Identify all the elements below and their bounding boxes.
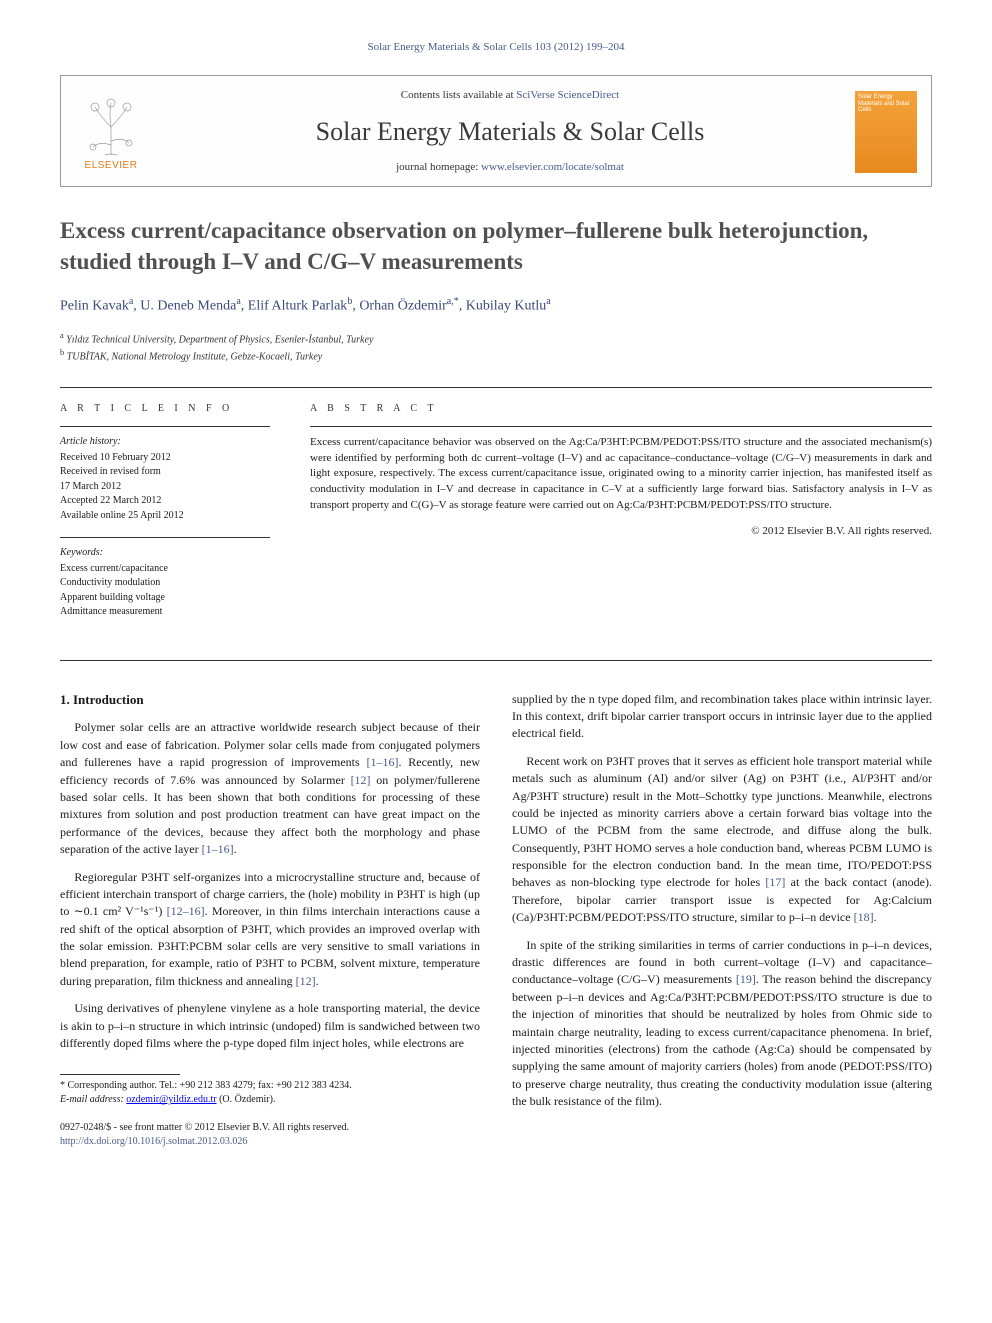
keyword: Excess current/capacitance bbox=[60, 562, 270, 577]
citation[interactable]: [17] bbox=[765, 875, 785, 889]
homepage-line: journal homepage: www.elsevier.com/locat… bbox=[165, 160, 855, 175]
corresponding-author: * Corresponding author. Tel.: +90 212 38… bbox=[60, 1079, 480, 1093]
rule-keywords bbox=[60, 537, 270, 538]
body-paragraph: supplied by the n type doped film, and r… bbox=[512, 691, 932, 743]
elsevier-label: ELSEVIER bbox=[85, 159, 138, 173]
journal-name: Solar Energy Materials & Solar Cells bbox=[165, 114, 855, 150]
citation[interactable]: [19] bbox=[736, 972, 756, 986]
history-item: Received 10 February 2012 bbox=[60, 451, 270, 466]
contents-prefix: Contents lists available at bbox=[401, 89, 516, 101]
body-paragraph: Using derivatives of phenylene vinylene … bbox=[60, 1000, 480, 1052]
contents-line: Contents lists available at SciVerse Sci… bbox=[165, 88, 855, 103]
elsevier-logo: ELSEVIER bbox=[75, 91, 147, 173]
citation[interactable]: [1–16] bbox=[366, 755, 398, 769]
running-header: Solar Energy Materials & Solar Cells 103… bbox=[60, 40, 932, 55]
body-paragraph: Polymer solar cells are an attractive wo… bbox=[60, 719, 480, 858]
rule-info bbox=[60, 426, 270, 427]
rule-abstract bbox=[310, 426, 932, 427]
footnotes: * Corresponding author. Tel.: +90 212 38… bbox=[60, 1079, 480, 1107]
authors: Pelin Kavaka, U. Deneb Mendaa, Elif Altu… bbox=[60, 295, 932, 316]
abstract-heading: A B S T R A C T bbox=[310, 402, 932, 416]
footnote-separator bbox=[60, 1074, 180, 1075]
body-columns: 1. Introduction Polymer solar cells are … bbox=[60, 691, 932, 1150]
affiliation: a Yıldız Technical University, Departmen… bbox=[60, 330, 932, 347]
copyright-line: © 2012 Elsevier B.V. All rights reserved… bbox=[310, 524, 932, 539]
keyword: Apparent building voltage bbox=[60, 591, 270, 606]
page: Solar Energy Materials & Solar Cells 103… bbox=[0, 0, 992, 1189]
article-info-heading: A R T I C L E I N F O bbox=[60, 402, 270, 417]
sciencedirect-link[interactable]: SciVerse ScienceDirect bbox=[516, 89, 619, 101]
left-column: 1. Introduction Polymer solar cells are … bbox=[60, 691, 480, 1150]
affiliations: a Yıldız Technical University, Departmen… bbox=[60, 330, 932, 365]
keywords-block: Keywords: Excess current/capacitanceCond… bbox=[60, 546, 270, 620]
affiliation: b TUBİTAK, National Metrology Institute,… bbox=[60, 347, 932, 364]
abstract-text: Excess current/capacitance behavior was … bbox=[310, 435, 932, 515]
history-list: Received 10 February 2012Received in rev… bbox=[60, 451, 270, 524]
keyword: Conductivity modulation bbox=[60, 576, 270, 591]
rule-bottom bbox=[60, 660, 932, 661]
keyword: Admittance measurement bbox=[60, 605, 270, 620]
email-label: E-mail address: bbox=[60, 1094, 124, 1105]
history-item: Received in revised form bbox=[60, 465, 270, 480]
masthead: ELSEVIER Contents lists available at Sci… bbox=[60, 75, 932, 186]
citation[interactable]: [18] bbox=[854, 910, 874, 924]
keywords-list: Excess current/capacitanceConductivity m… bbox=[60, 562, 270, 620]
citation[interactable]: [12] bbox=[296, 974, 316, 988]
homepage-prefix: journal homepage: bbox=[396, 161, 481, 173]
email-paren: (O. Özdemir). bbox=[219, 1094, 275, 1105]
history-item: Accepted 22 March 2012 bbox=[60, 494, 270, 509]
masthead-center: Contents lists available at SciVerse Sci… bbox=[165, 88, 855, 175]
section-heading: 1. Introduction bbox=[60, 691, 480, 710]
journal-cover-title: Solar Energy Materials and Solar Cells bbox=[858, 94, 914, 114]
article-info: A R T I C L E I N F O Article history: R… bbox=[60, 402, 270, 634]
body-paragraph: In spite of the striking similarities in… bbox=[512, 937, 932, 1111]
abstract-block: A B S T R A C T Excess current/capacitan… bbox=[310, 402, 932, 634]
citation[interactable]: [12] bbox=[351, 773, 371, 787]
article-history: Article history: Received 10 February 20… bbox=[60, 435, 270, 523]
history-item: Available online 25 April 2012 bbox=[60, 509, 270, 524]
right-column: supplied by the n type doped film, and r… bbox=[512, 691, 932, 1150]
history-heading: Article history: bbox=[60, 435, 270, 450]
footer: 0927-0248/$ - see front matter © 2012 El… bbox=[60, 1121, 480, 1149]
front-matter-line: 0927-0248/$ - see front matter © 2012 El… bbox=[60, 1121, 480, 1135]
article-title: Excess current/capacitance observation o… bbox=[60, 215, 932, 277]
body-paragraph: Recent work on P3HT proves that it serve… bbox=[512, 753, 932, 927]
citation[interactable]: [1–16] bbox=[202, 842, 234, 856]
body-paragraph: Regioregular P3HT self-organizes into a … bbox=[60, 869, 480, 991]
history-item: 17 March 2012 bbox=[60, 480, 270, 495]
journal-cover-thumbnail: Solar Energy Materials and Solar Cells bbox=[855, 91, 917, 173]
citation[interactable]: [12–16] bbox=[167, 904, 205, 918]
homepage-link[interactable]: www.elsevier.com/locate/solmat bbox=[481, 161, 624, 173]
email-line: E-mail address: ozdemir@yildiz.edu.tr (O… bbox=[60, 1093, 480, 1107]
keywords-heading: Keywords: bbox=[60, 546, 270, 561]
elsevier-tree-icon bbox=[79, 97, 143, 157]
doi-link[interactable]: http://dx.doi.org/10.1016/j.solmat.2012.… bbox=[60, 1136, 247, 1147]
meta-row: A R T I C L E I N F O Article history: R… bbox=[60, 388, 932, 660]
email-link[interactable]: ozdemir@yildiz.edu.tr bbox=[126, 1094, 216, 1105]
